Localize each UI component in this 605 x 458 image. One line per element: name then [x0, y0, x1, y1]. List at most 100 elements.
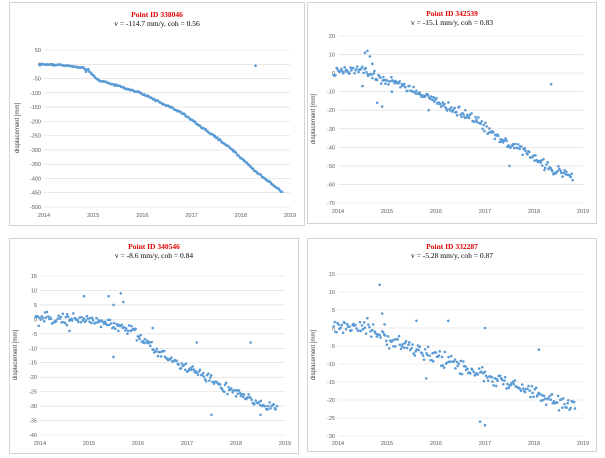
data-point [80, 315, 83, 319]
data-point [65, 323, 69, 327]
data-point [266, 404, 270, 408]
y-tick-label: -5 [330, 344, 335, 350]
data-point [218, 383, 222, 386]
data-point [453, 106, 457, 110]
x-tick-label: 2018 [528, 209, 540, 215]
data-point [122, 300, 125, 304]
data-point [60, 321, 63, 324]
data-point [422, 358, 426, 361]
data-point [503, 379, 506, 382]
y-tick-label: -100 [30, 91, 41, 97]
data-point [379, 336, 382, 339]
data-point [71, 312, 75, 315]
data-point [99, 325, 103, 329]
y-axis-label: displacement [mm] [311, 329, 317, 380]
data-point [418, 91, 421, 94]
data-point [383, 323, 386, 326]
data-point [539, 161, 543, 164]
data-point [386, 335, 390, 338]
data-point [572, 400, 576, 404]
chart-plot: 15 10 5 0 -5 -10 -15 -20 -25 -30 -35 -40 2014 2015 201… [13, 274, 291, 447]
data-point [190, 368, 193, 372]
data-point [569, 175, 573, 179]
data-point [156, 354, 160, 358]
data-point [414, 91, 417, 95]
data-point [183, 368, 187, 372]
x-tick-label: 2019 [577, 209, 589, 215]
y-tick-label: -50 [33, 77, 41, 83]
data-point [365, 70, 368, 74]
y-tick-label: 5 [34, 303, 37, 309]
data-point [348, 325, 351, 328]
data-point [361, 65, 364, 69]
data-point [467, 116, 471, 120]
data-point [170, 356, 173, 359]
data-point [427, 108, 430, 112]
data-point [538, 392, 542, 396]
y-tick-label: -35 [29, 419, 37, 425]
data-point [561, 397, 565, 400]
data-point [513, 379, 517, 382]
data-point [390, 75, 393, 79]
data-point [512, 382, 516, 386]
data-point [368, 325, 371, 329]
data-point [437, 354, 441, 357]
data-point [336, 67, 339, 71]
data-point [526, 153, 529, 156]
data-point [169, 358, 172, 361]
x-tick-label: 2014 [332, 441, 344, 447]
data-point [385, 343, 389, 346]
data-point [235, 389, 239, 392]
y-tick-label: -5 [32, 332, 37, 338]
data-point [358, 320, 362, 324]
data-point [105, 323, 109, 327]
data-point [408, 341, 411, 344]
data-point [253, 402, 256, 405]
y-tick-label: 5 [332, 308, 335, 314]
data-point [569, 406, 572, 410]
data-point [522, 387, 525, 390]
y-tick-label: 15 [31, 274, 37, 280]
data-point [521, 153, 524, 157]
data-point [494, 384, 498, 388]
y-tick-label: -30 [327, 434, 335, 440]
data-point [382, 75, 385, 79]
chart-panel: Point ID 332287 v = -5.28 mm/y, coh = 0.… [307, 238, 597, 452]
data-point [49, 317, 53, 321]
data-point [481, 371, 485, 375]
data-point [393, 81, 396, 85]
data-point [184, 362, 188, 365]
y-tick-label: -450 [30, 191, 41, 197]
data-point [158, 350, 162, 354]
data-point [204, 379, 208, 383]
data-point [384, 82, 387, 86]
data-point [266, 408, 270, 411]
data-point [510, 382, 513, 385]
data-point [480, 120, 484, 123]
data-point [415, 319, 418, 323]
data-point [84, 319, 88, 322]
data-point [371, 323, 375, 326]
data-point [182, 363, 186, 367]
y-tick-label: -25 [29, 390, 37, 396]
data-point [65, 313, 69, 316]
y-tick-label: 50 [35, 48, 41, 54]
data-point [203, 377, 207, 381]
data-point [539, 399, 543, 402]
data-point [555, 401, 559, 404]
data-point [450, 354, 453, 358]
x-tick-label: 2017 [479, 209, 491, 215]
data-point [355, 67, 358, 71]
data-point [479, 122, 482, 126]
data-point [275, 404, 279, 408]
data-point [109, 322, 113, 325]
data-point [371, 62, 374, 66]
x-tick-label: 2017 [181, 441, 193, 447]
data-point [482, 379, 486, 383]
data-point [76, 318, 79, 322]
data-point [477, 116, 480, 119]
data-point [122, 325, 126, 329]
data-point [375, 335, 379, 338]
data-point [454, 367, 457, 370]
data-point [543, 166, 547, 170]
